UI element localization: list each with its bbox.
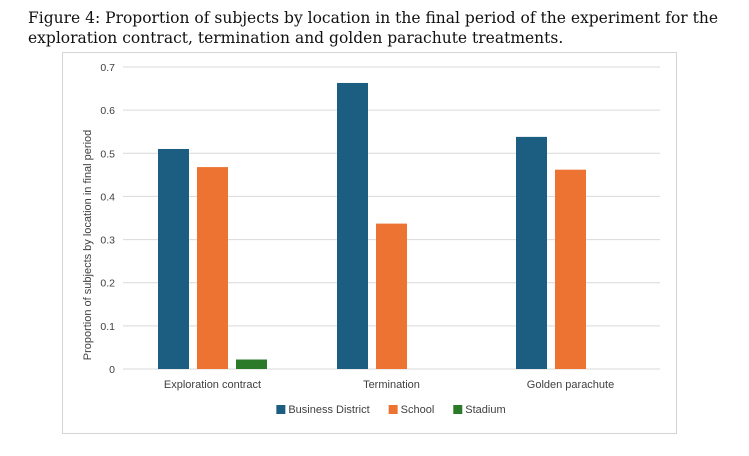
chart-frame: 0 0.1 0.2 0.3 0.4 0.5 0.6 0.7 Exploration contr… [62, 52, 677, 434]
legend-label: School [401, 404, 435, 416]
x-category-label: Exploration contract [164, 379, 261, 391]
x-category-label: Golden parachute [527, 379, 614, 391]
bar-chart: 0 0.1 0.2 0.3 0.4 0.5 0.6 0.7 Exploration contr… [82, 62, 660, 416]
bar-business-district [516, 136, 547, 369]
bars [158, 82, 586, 369]
bar-school [197, 167, 228, 369]
legend-swatch [453, 405, 463, 414]
y-tick-label: 0.4 [100, 191, 115, 203]
y-axis-title: Proportion of subjects by location in fi… [82, 130, 94, 361]
y-tick-label: 0.3 [100, 235, 115, 247]
y-tick-label: 0.2 [100, 278, 115, 290]
x-category-label: Termination [363, 379, 420, 391]
legend-label: Business District [288, 404, 369, 416]
legend-swatch [388, 405, 398, 414]
y-tick-label: 0.7 [100, 62, 115, 74]
y-tick-label: 0.6 [100, 105, 115, 117]
bar-school [555, 169, 586, 369]
legend-swatch [276, 405, 286, 414]
bar-stadium [236, 359, 267, 369]
y-tick-label: 0.1 [100, 321, 115, 333]
y-tick-label: 0.5 [100, 148, 115, 160]
bar-business-district [158, 148, 189, 369]
x-axis-categories: Exploration contract Termination Golden pa… [164, 379, 614, 391]
figure-caption: Figure 4: Proportion of subjects by loca… [28, 9, 719, 47]
bar-school [376, 223, 407, 369]
y-axis-ticks: 0 0.1 0.2 0.3 0.4 0.5 0.6 0.7 [100, 62, 115, 376]
legend: Business District School Stadium [276, 404, 506, 416]
y-tick-label: 0 [109, 364, 115, 376]
legend-label: Stadium [465, 404, 505, 416]
bar-business-district [337, 82, 368, 369]
